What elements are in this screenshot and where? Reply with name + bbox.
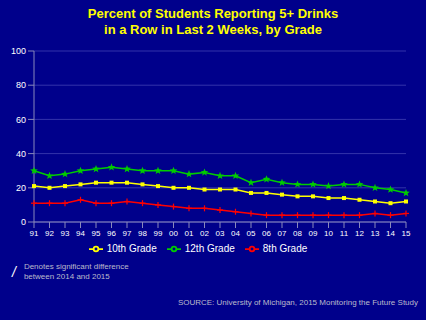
svg-text:02: 02: [200, 229, 209, 238]
svg-text:98: 98: [138, 229, 147, 238]
svg-text:0: 0: [21, 217, 26, 227]
svg-text:01: 01: [185, 229, 194, 238]
svg-text:99: 99: [154, 229, 163, 238]
svg-text:08: 08: [293, 229, 302, 238]
html-text:8th Grade: 8th Grade: [262, 242, 308, 254]
svg-text:93: 93: [61, 229, 70, 238]
svg-text:05: 05: [247, 229, 256, 238]
svg-text:03: 03: [216, 229, 225, 238]
svg-text:06: 06: [262, 229, 271, 238]
svg-text:11: 11: [340, 229, 349, 238]
svg-text:95: 95: [92, 229, 101, 238]
svg-text:80: 80: [16, 80, 26, 90]
html-text:between 2014 and 2015: between 2014 and 2015: [23, 272, 110, 281]
html-text:10th Grade: 10th Grade: [106, 242, 157, 254]
svg-text:97: 97: [123, 229, 132, 238]
svg-text:91: 91: [30, 229, 39, 238]
svg-text:96: 96: [107, 229, 116, 238]
svg-text:40: 40: [16, 149, 26, 159]
svg-text:15: 15: [402, 229, 411, 238]
html-text:SOURCE: University of Michigan: SOURCE: University of Michigan, 2015 Mon…: [177, 298, 418, 307]
html-text:12th Grade: 12th Grade: [184, 242, 235, 254]
svg-text:04: 04: [231, 229, 240, 238]
html-text:Percent of Students Reporting: Percent of Students Reporting 5+ Drinks: [87, 6, 339, 21]
svg-text:12: 12: [355, 229, 364, 238]
svg-text:14: 14: [386, 229, 395, 238]
svg-text:00: 00: [169, 229, 178, 238]
svg-text:94: 94: [76, 229, 85, 238]
svg-text:92: 92: [45, 229, 54, 238]
svg-text:10: 10: [324, 229, 333, 238]
svg-text:100: 100: [11, 46, 26, 56]
html-text:Denotes significant difference: Denotes significant difference: [23, 262, 129, 271]
svg-text:13: 13: [371, 229, 380, 238]
svg-text:09: 09: [309, 229, 318, 238]
svg-text:07: 07: [278, 229, 287, 238]
svg-text:60: 60: [16, 115, 26, 125]
html-text:in a Row in Last 2 Weeks, by G: in a Row in Last 2 Weeks, by Grade: [104, 22, 322, 37]
svg-text:20: 20: [16, 183, 26, 193]
